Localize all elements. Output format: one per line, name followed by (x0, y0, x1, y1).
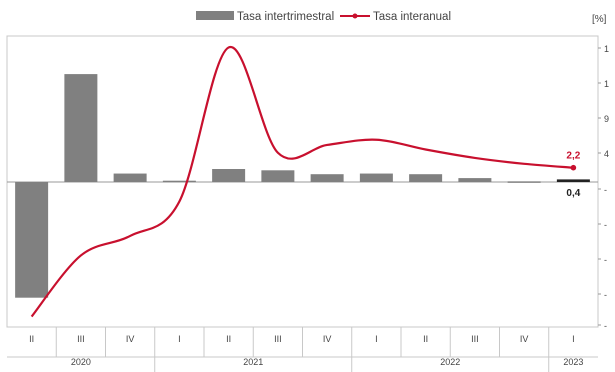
legend-bar-label: Tasa intertrimestral (237, 11, 334, 23)
x-tick-label: II (226, 334, 231, 344)
x-tick-label: II (29, 334, 34, 344)
bar (507, 181, 541, 183)
x-tick-label: III (274, 334, 282, 344)
legend: Tasa intertrimestral Tasa interanual (196, 11, 451, 23)
x-tick-label: II (423, 334, 428, 344)
year-label: 2022 (440, 357, 460, 367)
y-tick-label: - (604, 321, 607, 331)
y-tick-label: - (604, 185, 607, 195)
x-tick-label: IV (520, 334, 529, 344)
y-tick-label: - (604, 255, 607, 265)
x-tick-label: IV (323, 334, 332, 344)
legend-line-label: Tasa interanual (373, 11, 451, 23)
bar (64, 74, 98, 182)
year-label: 2021 (243, 357, 263, 367)
bar (359, 173, 393, 182)
x-tick-label: I (572, 334, 575, 344)
bar (556, 179, 590, 182)
bar (113, 173, 147, 182)
y-tick-label: 1 (604, 44, 609, 54)
x-tick-label: I (375, 334, 378, 344)
bar (409, 174, 443, 182)
line-layer (30, 46, 577, 318)
legend-line-marker (352, 13, 358, 19)
bar (162, 180, 196, 183)
bar (15, 182, 49, 298)
bar (458, 178, 492, 182)
x-tick-label: IV (126, 334, 135, 344)
legend-bar-swatch (196, 11, 234, 20)
y-tick-label: - (604, 290, 607, 300)
series-line-interanual (30, 46, 574, 318)
x-tick-label: III (77, 334, 85, 344)
unit-label: [%] (592, 14, 607, 25)
line-end-marker (570, 164, 577, 171)
y-tick-label: - (604, 220, 607, 230)
y-tick-label: 9 (604, 114, 609, 124)
data-label-interanual: 2,2 (566, 151, 580, 162)
bars-layer (15, 74, 590, 298)
data-labels: 2,2 0,4 (566, 151, 580, 199)
year-label: 2020 (71, 357, 91, 367)
data-label-intertrimestral: 0,4 (566, 188, 580, 199)
y-tick-label: 1 (604, 79, 609, 89)
year-label: 2023 (563, 357, 583, 367)
x-tick-label: III (471, 334, 479, 344)
y-tick-label: 4 (604, 149, 609, 159)
y-axis: 1 1 9 4 - - - - - (598, 44, 609, 331)
bar (261, 170, 295, 182)
x-tick-label: I (178, 334, 181, 344)
bar (310, 174, 344, 182)
bar (212, 169, 246, 182)
